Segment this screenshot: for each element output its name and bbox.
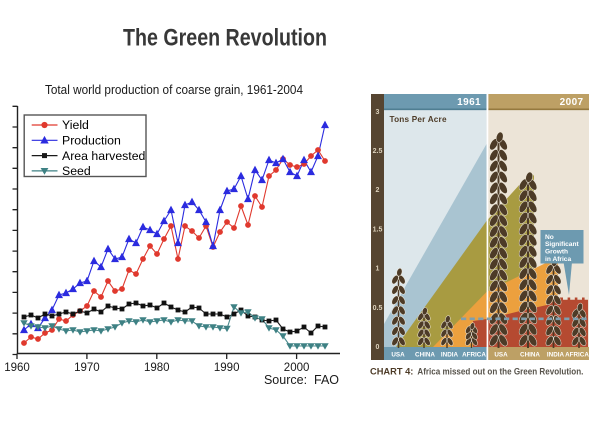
- svg-text:1: 1: [376, 266, 380, 273]
- svg-text:CHINA: CHINA: [520, 352, 540, 359]
- svg-text:2: 2: [376, 187, 380, 194]
- svg-text:0.5: 0.5: [373, 305, 383, 312]
- svg-text:USA: USA: [494, 352, 508, 359]
- svg-text:Significant: Significant: [545, 241, 580, 248]
- svg-text:The Green Revolution: The Green Revolution: [123, 25, 327, 52]
- svg-text:Area harvested: Area harvested: [62, 149, 146, 163]
- svg-text:1.5: 1.5: [373, 227, 383, 234]
- svg-text:1980: 1980: [144, 362, 170, 374]
- svg-text:2.5: 2.5: [373, 148, 383, 155]
- svg-text:1961: 1961: [457, 97, 481, 108]
- svg-text:AFRICA: AFRICA: [462, 352, 486, 359]
- svg-text:Production: Production: [62, 134, 121, 148]
- svg-text:No: No: [545, 234, 554, 241]
- svg-text:USA: USA: [391, 352, 405, 359]
- svg-text:INDIA: INDIA: [441, 352, 459, 359]
- svg-text:INDIA: INDIA: [547, 352, 565, 359]
- svg-text:CHINA: CHINA: [415, 352, 435, 359]
- svg-text:2000: 2000: [284, 362, 310, 374]
- svg-text:1990: 1990: [214, 362, 240, 374]
- svg-text:0: 0: [376, 344, 380, 351]
- svg-text:2007: 2007: [560, 97, 584, 108]
- svg-text:Total world production of coar: Total world production of coarse grain, …: [45, 82, 303, 97]
- svg-text:3: 3: [376, 109, 380, 116]
- svg-text:CHART 4:Africa missed out on t: CHART 4: Africa missed out on the Green R…: [370, 367, 583, 377]
- svg-text:Growth: Growth: [545, 249, 568, 256]
- svg-text:AFRICA: AFRICA: [565, 352, 589, 359]
- svg-text:Seed: Seed: [62, 164, 91, 178]
- svg-text:Source: FAO: Source: FAO: [264, 373, 339, 387]
- svg-text:1970: 1970: [74, 362, 100, 374]
- svg-text:1960: 1960: [4, 362, 30, 374]
- svg-text:Yield: Yield: [62, 118, 89, 132]
- svg-text:in Africa: in Africa: [545, 256, 571, 263]
- svg-text:Tons Per Acre: Tons Per Acre: [390, 115, 447, 124]
